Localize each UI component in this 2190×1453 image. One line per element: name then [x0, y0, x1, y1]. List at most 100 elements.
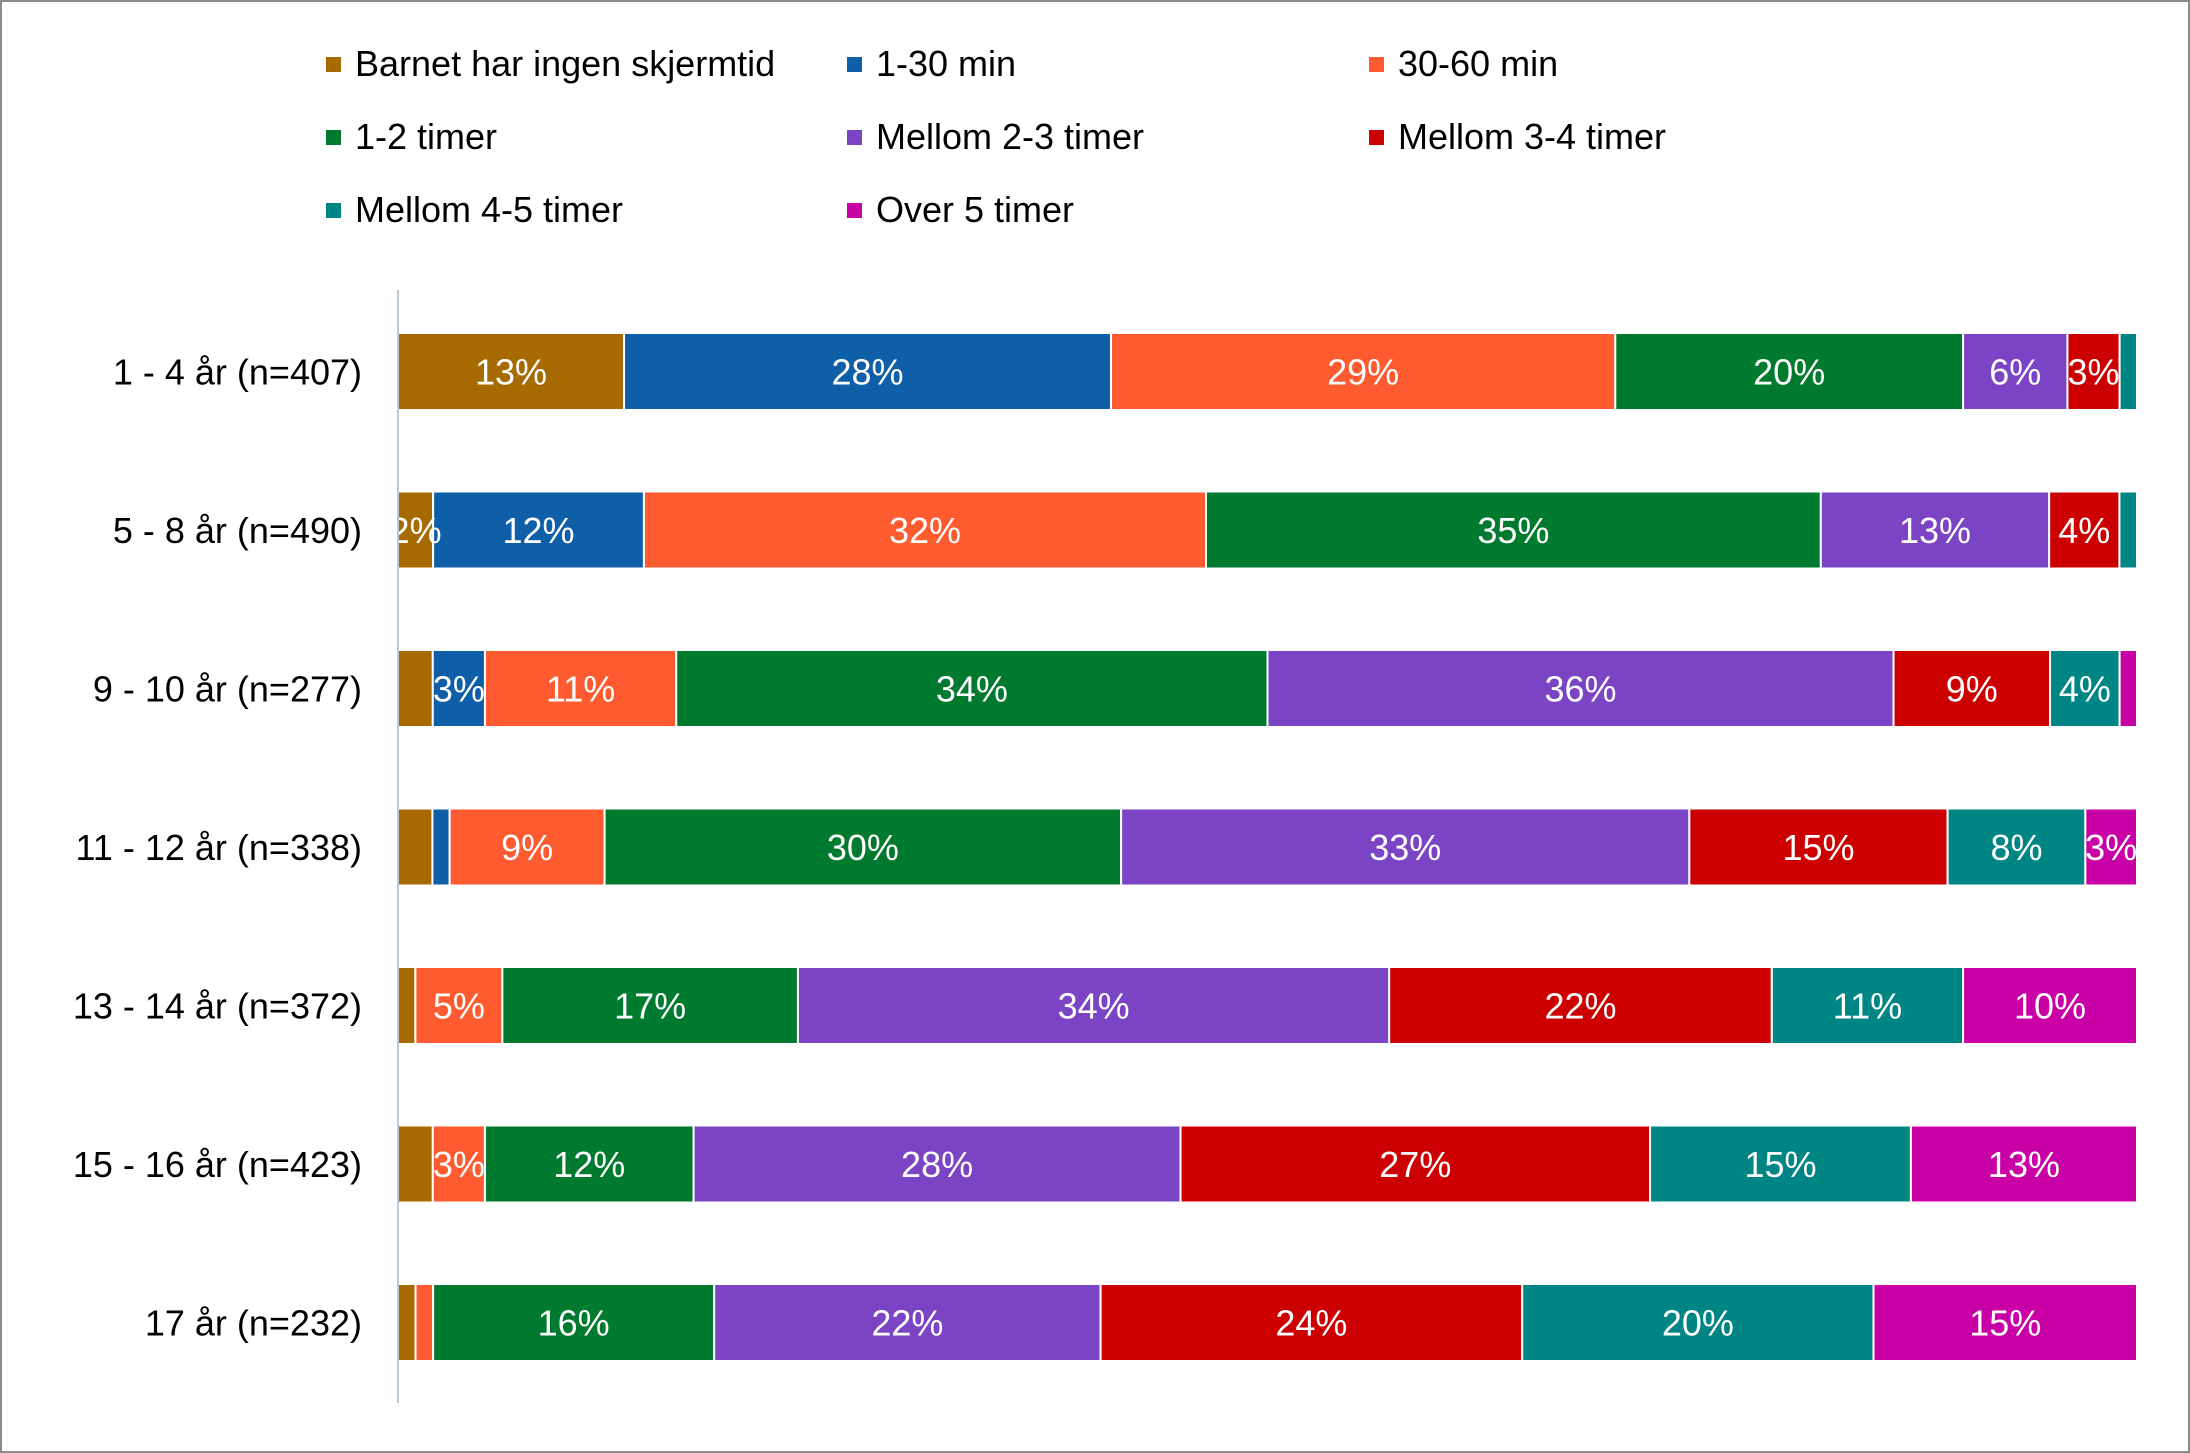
data-label: 13%	[1899, 510, 1971, 551]
data-labels: 13% 28% 29% 20% 6% 3%2% 12% 32% 35% 13% 4%3% 11% 34%…	[390, 352, 2138, 1344]
legend-swatch	[1369, 130, 1384, 145]
bar-segment-over-5-timer	[2084, 807, 2138, 887]
data-label: 28%	[831, 352, 903, 393]
bar-segment-barnet-har-ingen-skjermtid	[397, 649, 434, 728]
data-label: 3%	[433, 1144, 485, 1185]
bar-segment-1-30-min	[623, 332, 1112, 411]
legend-swatch	[847, 203, 862, 218]
bar-segment-mellom-3-4-timer	[2048, 490, 2121, 570]
bar-segment-mellom-4-5-timer	[1649, 1124, 1912, 1204]
data-label: 36%	[1544, 669, 1616, 710]
category-label: 5 - 8 år (n=490)	[113, 510, 362, 551]
data-label: 16%	[538, 1303, 610, 1344]
data-label: 13%	[475, 352, 547, 393]
data-label: 29%	[1327, 352, 1399, 393]
legend-label: Over 5 timer	[876, 189, 1074, 230]
bar-segment-barnet-har-ingen-skjermtid	[397, 807, 434, 887]
data-label: 22%	[871, 1303, 943, 1344]
legend-label: Mellom 2-3 timer	[876, 116, 1144, 157]
bar-segment-1-2-timer	[501, 966, 799, 1045]
bar-segment-1-30-min	[432, 490, 645, 570]
data-label: 11%	[1833, 986, 1902, 1027]
bar-segment-mellom-4-5-timer	[2049, 649, 2121, 728]
data-label: 4%	[2059, 669, 2111, 710]
bar-segment-mellom-2-3-timer	[1266, 649, 1895, 728]
bar-segment-mellom-4-5-timer	[2118, 490, 2138, 570]
legend-label: 30-60 min	[1398, 43, 1558, 84]
bar-segment-mellom-3-4-timer	[1388, 966, 1773, 1045]
legend-label: Mellom 3-4 timer	[1398, 116, 1666, 157]
bar-segment-mellom-2-3-timer	[713, 1283, 1102, 1362]
legend: Barnet har ingen skjermtid 1-30 min 30-60 …	[326, 43, 1666, 230]
data-label: 15%	[1782, 827, 1854, 868]
bar-segment-mellom-2-3-timer	[1120, 807, 1691, 887]
bar-segment-over-5-timer	[1872, 1283, 2138, 1362]
bar-segment-barnet-har-ingen-skjermtid	[397, 1124, 434, 1204]
bar-segment-1-2-timer	[603, 807, 1123, 887]
data-label: 33%	[1369, 827, 1441, 868]
data-label: 9%	[1946, 669, 1998, 710]
data-label: 22%	[1544, 986, 1616, 1027]
bar-segment-barnet-har-ingen-skjermtid	[397, 966, 417, 1045]
bar-segment-30-60-min	[448, 807, 606, 887]
data-label: 30%	[827, 827, 899, 868]
bar-segment-mellom-4-5-timer	[1521, 1283, 1875, 1362]
data-label: 27%	[1379, 1144, 1451, 1185]
bar-segment-over-5-timer	[1909, 1124, 2139, 1204]
data-label: 4%	[2058, 510, 2110, 551]
legend-label: 1-30 min	[876, 43, 1016, 84]
data-label: 15%	[1969, 1303, 2041, 1344]
bar-segment-1-2-timer	[1614, 332, 1965, 411]
bar-segment-mellom-4-5-timer	[2118, 332, 2139, 411]
data-label: 5%	[433, 986, 485, 1027]
bar-segment-30-60-min	[642, 490, 1208, 570]
data-label: 12%	[502, 510, 574, 551]
bar-segment-30-60-min	[1109, 332, 1617, 411]
category-label: 17 år (n=232)	[145, 1303, 362, 1344]
category-label: 15 - 16 år (n=423)	[73, 1144, 362, 1185]
legend-item-1-2-timer: 1-2 timer	[326, 116, 497, 157]
legend-item-mellom-2-3-timer: Mellom 2-3 timer	[847, 116, 1144, 157]
bar-segment-mellom-2-3-timer	[796, 966, 1391, 1045]
legend-label: Barnet har ingen skjermtid	[355, 43, 775, 84]
legend-item-30-60-min: 30-60 min	[1369, 43, 1558, 84]
data-label: 32%	[889, 510, 961, 551]
category-labels: 1 - 4 år (n=407) 5 - 8 år (n=490) 9 - 10 å…	[73, 352, 362, 1344]
data-label: 34%	[1058, 986, 1130, 1027]
data-label: 17%	[614, 986, 686, 1027]
bar-segment-30-60-min	[414, 1283, 435, 1362]
data-label: 20%	[1753, 352, 1825, 393]
bar-segment-over-5-timer	[1962, 966, 2138, 1045]
data-label: 28%	[901, 1144, 973, 1185]
bar-segment-over-5-timer	[2118, 649, 2139, 728]
legend-item-mellom-4-5-timer: Mellom 4-5 timer	[326, 189, 623, 230]
bar-segment-1-30-min	[431, 649, 486, 728]
category-label: 13 - 14 år (n=372)	[73, 986, 362, 1027]
bar-segment-1-2-timer	[675, 649, 1269, 728]
legend-swatch	[326, 57, 341, 72]
data-label: 20%	[1662, 1303, 1734, 1344]
data-label: 35%	[1477, 510, 1549, 551]
bar-segment-mellom-3-4-timer	[1688, 807, 1949, 887]
bar-segment-barnet-har-ingen-skjermtid	[397, 1283, 417, 1362]
data-label: 10%	[2014, 986, 2086, 1027]
data-label: 12%	[553, 1144, 625, 1185]
bar-segment-barnet-har-ingen-skjermtid	[397, 332, 626, 411]
data-label: 13%	[1988, 1144, 2060, 1185]
legend-swatch	[1369, 57, 1384, 72]
bar-segment-mellom-3-4-timer	[1892, 649, 2052, 728]
data-label: 3%	[2085, 827, 2137, 868]
data-label: 3%	[433, 669, 485, 710]
data-label: 34%	[936, 669, 1008, 710]
bar-segment-mellom-3-4-timer	[1179, 1124, 1652, 1204]
bar-segment-1-30-min	[431, 807, 451, 887]
legend-swatch	[326, 203, 341, 218]
legend-item-mellom-3-4-timer: Mellom 3-4 timer	[1369, 116, 1666, 157]
data-label: 11%	[546, 669, 615, 710]
bar-segment-mellom-3-4-timer	[2066, 332, 2121, 411]
bar-segment-1-2-timer	[432, 1283, 716, 1362]
data-label: 9%	[501, 827, 553, 868]
legend-swatch	[847, 57, 862, 72]
bar-segment-mellom-2-3-timer	[1819, 490, 2051, 570]
